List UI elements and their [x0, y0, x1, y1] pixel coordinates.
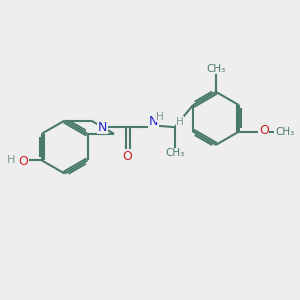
Text: H: H	[7, 155, 16, 165]
Text: H: H	[156, 112, 164, 122]
Text: O: O	[18, 155, 28, 168]
Text: N: N	[148, 116, 158, 128]
Text: O: O	[259, 124, 269, 137]
Text: N: N	[98, 121, 107, 134]
Text: H: H	[176, 117, 184, 127]
Text: CH₃: CH₃	[275, 127, 294, 136]
Text: CH₃: CH₃	[206, 64, 226, 74]
Text: O: O	[123, 149, 133, 163]
Text: CH₃: CH₃	[165, 148, 184, 158]
